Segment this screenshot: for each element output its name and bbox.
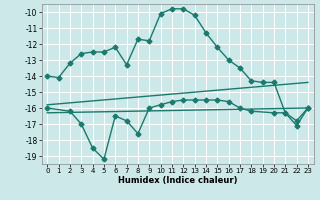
X-axis label: Humidex (Indice chaleur): Humidex (Indice chaleur) xyxy=(118,176,237,185)
